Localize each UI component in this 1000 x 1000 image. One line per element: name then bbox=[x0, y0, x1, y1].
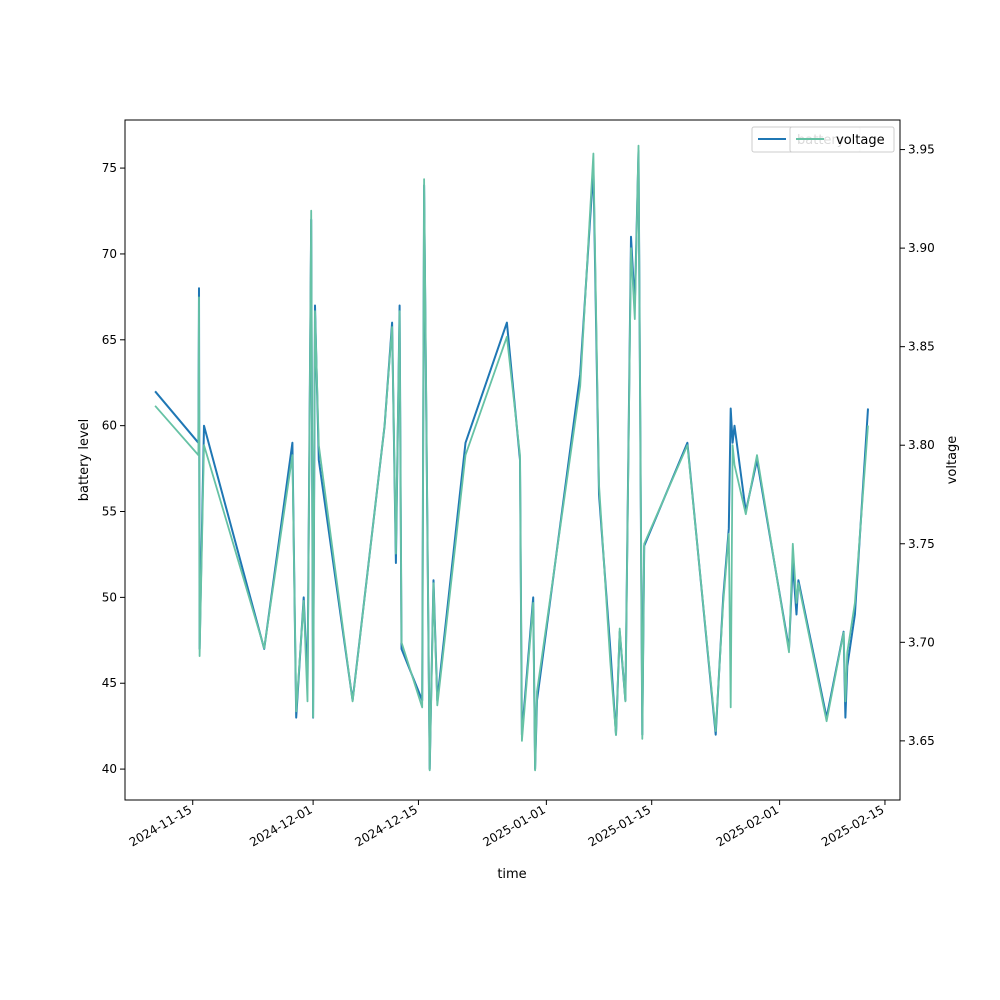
x-tick-label: 2024-11-15 bbox=[127, 802, 194, 849]
left-y-tick-label: 65 bbox=[102, 333, 117, 347]
right-y-axis-label: voltage bbox=[945, 436, 960, 485]
x-tick-label: 2024-12-15 bbox=[353, 802, 420, 849]
left-y-tick-label: 40 bbox=[102, 762, 117, 776]
legend-voltage-box bbox=[789, 126, 895, 153]
plot-frame bbox=[124, 119, 901, 801]
right-y-tick-label: 3.90 bbox=[908, 241, 935, 255]
right-y-tick-label: 3.95 bbox=[908, 143, 935, 157]
x-axis-label: time bbox=[497, 867, 526, 882]
x-tick-label: 2025-02-15 bbox=[819, 802, 886, 849]
left-y-tick-label: 60 bbox=[102, 419, 117, 433]
left-y-tick-label: 50 bbox=[102, 590, 117, 604]
x-tick-label: 2025-01-15 bbox=[586, 802, 653, 849]
right-y-tick-label: 3.75 bbox=[908, 537, 935, 551]
x-axis-ticks: 2024-11-15 2024-12-01 2024-12-15 2025-01-01… bbox=[127, 800, 886, 849]
left-y-tick-label: 70 bbox=[102, 247, 117, 261]
series-line-voltage bbox=[154, 144, 869, 772]
x-tick-label: 2024-12-01 bbox=[247, 802, 314, 849]
right-y-tick-label: 3.70 bbox=[908, 635, 935, 649]
x-tick-label: 2025-01-01 bbox=[480, 802, 547, 849]
left-y-tick-label: 55 bbox=[102, 505, 117, 519]
series-lines bbox=[154, 144, 869, 772]
legend-voltage-label: voltage bbox=[836, 133, 885, 148]
legend-voltage: voltage bbox=[789, 126, 895, 153]
left-y-axis-ticks: 40 45 50 55 60 65 70 75 bbox=[102, 161, 125, 776]
series-line-battery bbox=[154, 149, 869, 771]
right-y-tick-label: 3.85 bbox=[908, 340, 935, 354]
right-y-tick-label: 3.80 bbox=[908, 438, 935, 452]
right-y-tick-label: 3.65 bbox=[908, 734, 935, 748]
left-y-tick-label: 75 bbox=[102, 161, 117, 175]
right-y-axis-ticks: 3.65 3.70 3.75 3.80 3.85 3.90 3.95 bbox=[900, 143, 935, 748]
x-tick-label: 2025-02-01 bbox=[714, 802, 781, 849]
left-y-tick-label: 45 bbox=[102, 676, 117, 690]
left-y-axis-label: battery level bbox=[77, 419, 92, 502]
